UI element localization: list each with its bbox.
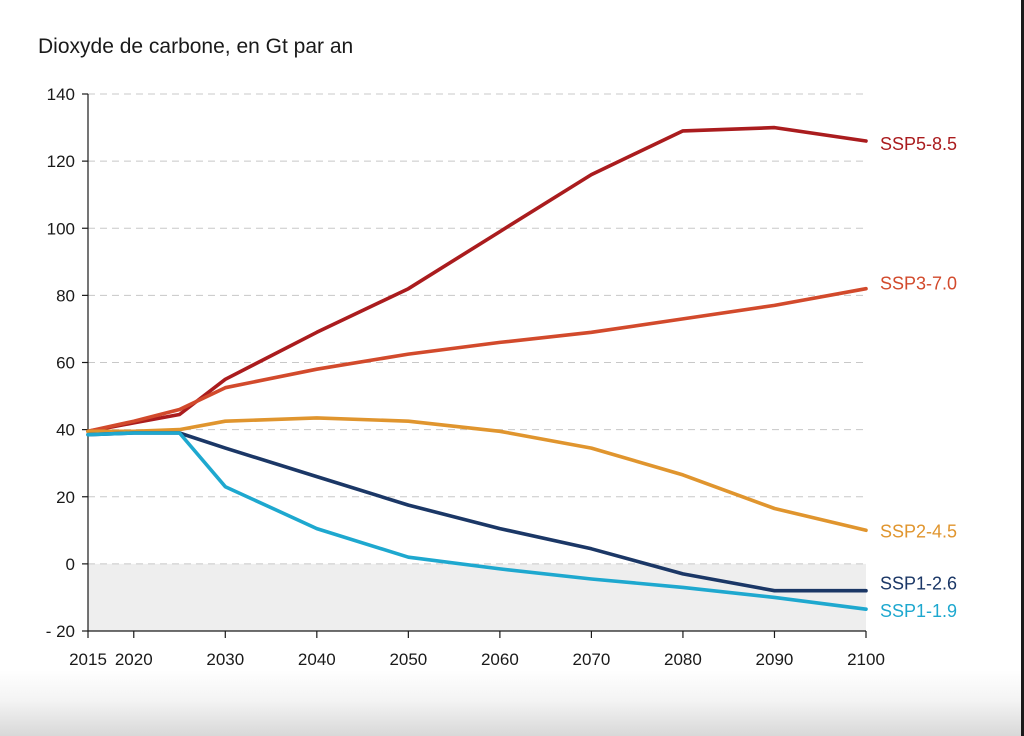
x-tick-label: 2030 [206, 650, 244, 669]
x-tick-label: 2015 [69, 650, 107, 669]
y-tick-label: - 20 [46, 622, 75, 641]
y-tick-label: 140 [47, 85, 75, 104]
x-tick-label: 2040 [298, 650, 336, 669]
y-tick-label: 100 [47, 219, 75, 238]
y-tick-label: 40 [56, 421, 75, 440]
y-tick-label: 60 [56, 354, 75, 373]
series-label-ssp2-4-5: SSP2-4.5 [880, 521, 957, 541]
x-tick-label: 2100 [847, 650, 885, 669]
series-line-ssp1-1-9 [86, 431, 868, 612]
x-tick-label: 2070 [572, 650, 610, 669]
series-label-ssp1-1-9: SSP1-1.9 [880, 601, 957, 621]
negative-region-shade [88, 563, 866, 631]
y-tick-label: 120 [47, 152, 75, 171]
y-tick-label: 80 [56, 286, 75, 305]
x-tick-label: 2080 [664, 650, 702, 669]
x-tick-label: 2050 [389, 650, 427, 669]
x-tick-label: 2090 [756, 650, 794, 669]
series-label-ssp3-7-0: SSP3-7.0 [880, 274, 957, 294]
series-line-ssp2-4-5 [86, 416, 868, 533]
window-edge [1021, 0, 1024, 736]
y-tick-label: 20 [56, 488, 75, 507]
x-tick-label: 2020 [115, 650, 153, 669]
x-tick-label: 2060 [481, 650, 519, 669]
series-line-ssp5-8-5 [86, 125, 868, 434]
series-line-ssp3-7-0 [86, 286, 868, 434]
series-label-ssp1-2-6: SSP1-2.6 [880, 574, 957, 594]
series-label-ssp5-8-5: SSP5-8.5 [880, 134, 957, 154]
y-tick-label: 0 [66, 555, 75, 574]
chart-title: Dioxyde de carbone, en Gt par an [38, 35, 353, 58]
